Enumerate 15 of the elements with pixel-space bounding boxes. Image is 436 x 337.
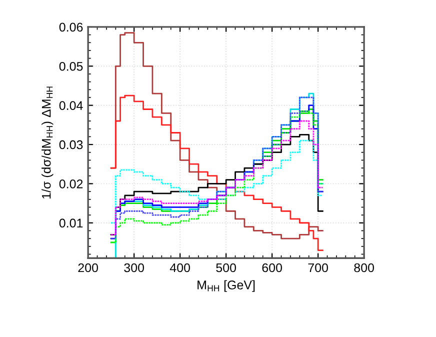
- y-tick-label: 0.06: [59, 22, 83, 32]
- x-tick-label: 500: [216, 263, 236, 272]
- y-axis-title: 1/σ (dσ/dM$_{HH}$) ΔM$_{HH}$: [42, 86, 54, 199]
- y-tick-label: 0.04: [59, 101, 83, 110]
- x-tick-label: 800: [354, 263, 374, 272]
- x-tick-label: 400: [170, 263, 190, 272]
- y-tick-label: 0.01: [59, 218, 83, 228]
- x-tick-label: 300: [124, 263, 144, 272]
- x-tick-label: 200: [78, 263, 98, 272]
- x-tick-label: 700: [308, 263, 328, 272]
- x-tick-label: 600: [262, 263, 282, 272]
- y-tick-label: 0.05: [59, 62, 83, 71]
- y-tick-label: 0.02: [59, 179, 83, 188]
- y-tick-label: 0.03: [59, 140, 83, 150]
- x-axis-title: M$_{HH}$ [GeV]: [198, 280, 255, 292]
